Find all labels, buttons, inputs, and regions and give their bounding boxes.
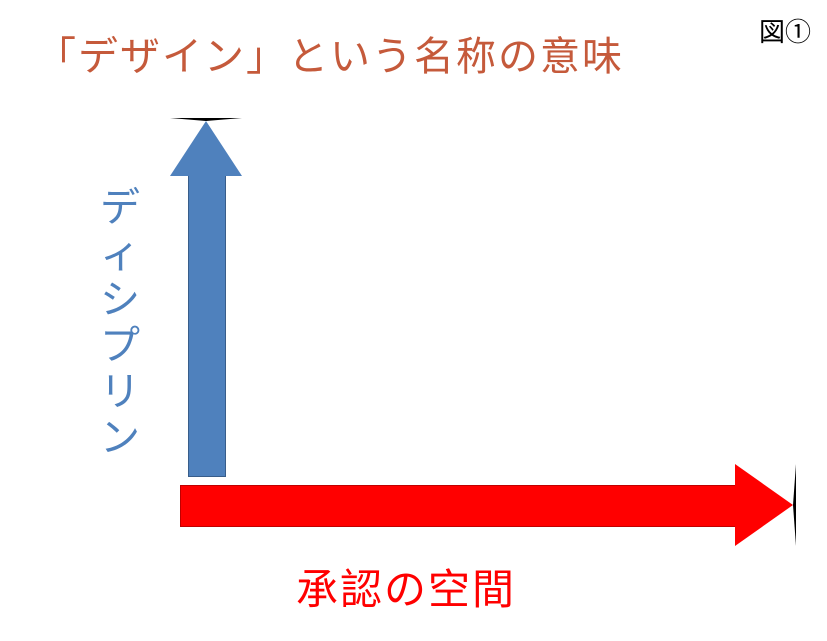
diagram-canvas: { "figure": { "label": "図①", "label_colo… (0, 0, 827, 641)
horizontal-arrow-head-icon (735, 464, 796, 546)
horizontal-axis-label: 承認の空間 (296, 556, 516, 617)
horizontal-arrow-shaft (180, 485, 737, 527)
vertical-arrow-shaft (188, 170, 226, 477)
vertical-axis-label: ディシプリン (100, 185, 140, 461)
vertical-arrow-head-icon (170, 118, 242, 176)
diagram-title: 「デザイン」という名称の意味 (36, 24, 624, 82)
figure-number-label: 図① (759, 12, 811, 49)
